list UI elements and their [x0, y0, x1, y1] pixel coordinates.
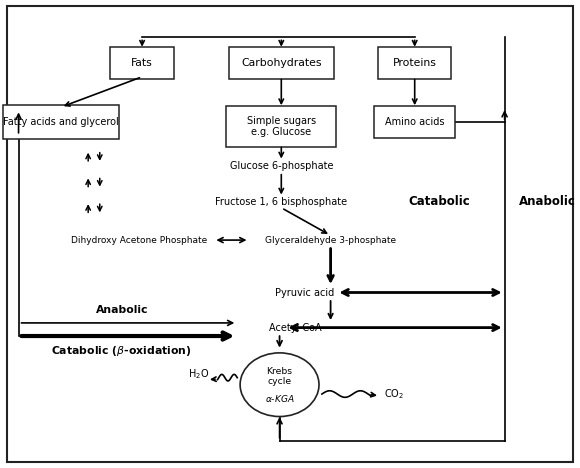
Text: Krebs
cycle: Krebs cycle [266, 366, 293, 386]
Text: Anabolic: Anabolic [519, 195, 576, 208]
Text: Anabolic: Anabolic [96, 306, 148, 315]
Text: H$_2$O: H$_2$O [188, 367, 209, 381]
Text: Carbohydrates: Carbohydrates [241, 58, 321, 68]
Text: Dihydroxy Acetone Phosphate: Dihydroxy Acetone Phosphate [71, 235, 207, 245]
Text: Catabolic ($\beta$-oxidation): Catabolic ($\beta$-oxidation) [52, 344, 192, 358]
FancyBboxPatch shape [229, 47, 334, 79]
FancyBboxPatch shape [7, 6, 573, 462]
Text: Amino acids: Amino acids [385, 117, 444, 127]
Text: Catabolic: Catabolic [409, 195, 470, 208]
Circle shape [240, 353, 319, 417]
FancyBboxPatch shape [374, 106, 455, 138]
FancyBboxPatch shape [226, 106, 336, 147]
Text: Glucose 6-phosphate: Glucose 6-phosphate [230, 161, 333, 171]
FancyBboxPatch shape [378, 47, 451, 79]
FancyBboxPatch shape [110, 47, 174, 79]
Text: $\alpha$-KGA: $\alpha$-KGA [264, 393, 295, 404]
Text: Pyruvic acid: Pyruvic acid [275, 287, 334, 298]
Text: Simple sugars
e.g. Glucose: Simple sugars e.g. Glucose [246, 116, 316, 137]
FancyBboxPatch shape [3, 105, 119, 139]
Text: Proteins: Proteins [393, 58, 437, 68]
Text: CO$_2$: CO$_2$ [384, 387, 404, 401]
Text: Glyceraldehyde 3-phosphate: Glyceraldehyde 3-phosphate [265, 235, 396, 245]
Text: Fructose 1, 6 bisphosphate: Fructose 1, 6 bisphosphate [215, 197, 347, 207]
Text: Fatty acids and glycerol: Fatty acids and glycerol [3, 117, 119, 127]
Text: Fats: Fats [131, 58, 153, 68]
Text: Acetyl CoA: Acetyl CoA [270, 322, 322, 333]
